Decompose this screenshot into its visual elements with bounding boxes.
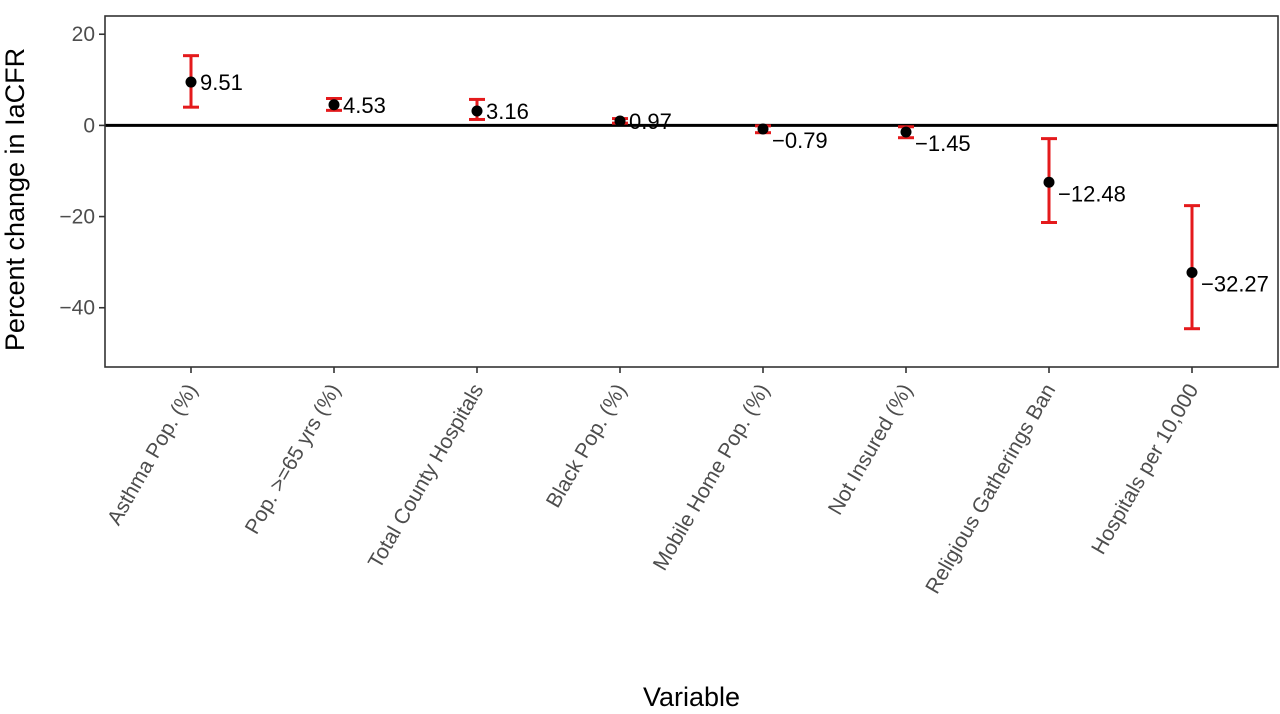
data-labels: 9.51 4.53 3.16 0.97 −0.79 −1.45 −12.48 −32.27 [200, 70, 1269, 296]
x-tick-label: Mobile Home Pop. (%) [649, 380, 775, 574]
data-points [185, 76, 1198, 279]
y-tick-label: −20 [59, 206, 95, 229]
data-point [185, 76, 197, 88]
data-label: −1.45 [915, 131, 971, 156]
error-bars [183, 54, 1200, 331]
data-label: 9.51 [200, 70, 243, 95]
data-point [757, 123, 769, 135]
plot-panel-border [104, 15, 1279, 368]
y-tick-label: 0 [83, 114, 95, 137]
data-label: 3.16 [486, 99, 529, 124]
y-tick-label: −40 [59, 297, 95, 320]
data-point [328, 99, 340, 111]
y-axis-title: Percent change in IaCFR [0, 48, 30, 351]
data-label: −32.27 [1201, 272, 1269, 297]
x-tick-label: Total County Hospitals [364, 380, 488, 572]
data-point [1043, 176, 1055, 188]
data-point [614, 115, 626, 127]
x-tick-label: Black Pop. (%) [542, 380, 631, 512]
data-label: 4.53 [343, 93, 386, 118]
data-label: 0.97 [629, 109, 672, 134]
y-axis-ticks: 20 0 −20 −40 [59, 23, 105, 320]
x-tick-label: Hospitals per 10,000 [1087, 380, 1203, 558]
data-point [471, 105, 483, 117]
x-axis-ticks: Asthma Pop. (%) Pop. >=65 yrs (%) Total Co… [103, 367, 1203, 598]
x-tick-label: Religious Gatherings Ban [921, 380, 1060, 598]
data-point [1186, 267, 1198, 279]
x-tick-label: Asthma Pop. (%) [103, 380, 202, 529]
x-axis-title: Variable [643, 682, 740, 712]
data-point [900, 126, 912, 138]
data-label: −12.48 [1058, 181, 1126, 206]
y-tick-label: 20 [72, 23, 95, 46]
x-tick-label: Pop. >=65 yrs (%) [241, 380, 346, 538]
data-label: −0.79 [772, 128, 828, 153]
x-tick-label: Not Insured (%) [824, 380, 917, 519]
